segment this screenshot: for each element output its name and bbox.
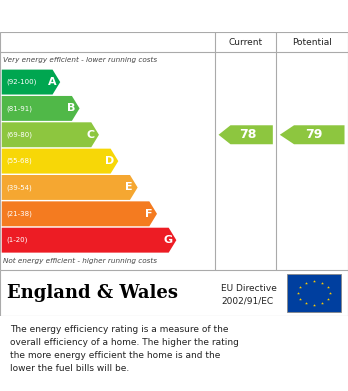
- Text: A: A: [47, 77, 56, 87]
- Text: Current: Current: [229, 38, 263, 47]
- Text: D: D: [105, 156, 114, 166]
- Polygon shape: [2, 149, 118, 174]
- Text: (81-91): (81-91): [6, 105, 32, 112]
- Text: Energy Efficiency Rating: Energy Efficiency Rating: [10, 9, 231, 23]
- Text: F: F: [145, 209, 152, 219]
- Text: C: C: [86, 130, 95, 140]
- Text: Very energy efficient - lower running costs: Very energy efficient - lower running co…: [3, 57, 158, 63]
- Polygon shape: [2, 228, 176, 253]
- Text: (92-100): (92-100): [6, 79, 36, 85]
- Text: (39-54): (39-54): [6, 184, 32, 191]
- Text: (21-38): (21-38): [6, 211, 32, 217]
- Text: The energy efficiency rating is a measure of the
overall efficiency of a home. T: The energy efficiency rating is a measur…: [10, 325, 239, 373]
- Polygon shape: [219, 125, 273, 144]
- Polygon shape: [2, 70, 60, 95]
- Polygon shape: [280, 125, 345, 144]
- Text: 2002/91/EC: 2002/91/EC: [221, 297, 273, 306]
- Text: E: E: [125, 183, 133, 192]
- Text: England & Wales: England & Wales: [7, 284, 178, 302]
- Text: G: G: [163, 235, 173, 245]
- Text: EU Directive: EU Directive: [221, 284, 277, 293]
- Text: Potential: Potential: [292, 38, 332, 47]
- Text: (69-80): (69-80): [6, 131, 32, 138]
- Text: (1-20): (1-20): [6, 237, 27, 244]
- Polygon shape: [2, 201, 157, 226]
- Text: Not energy efficient - higher running costs: Not energy efficient - higher running co…: [3, 258, 158, 264]
- Bar: [287, 274, 341, 312]
- Polygon shape: [2, 175, 138, 200]
- Polygon shape: [2, 96, 80, 121]
- Text: B: B: [67, 103, 75, 113]
- Text: 79: 79: [306, 128, 323, 141]
- Text: 78: 78: [239, 128, 256, 141]
- Polygon shape: [2, 122, 99, 147]
- Text: (55-68): (55-68): [6, 158, 32, 164]
